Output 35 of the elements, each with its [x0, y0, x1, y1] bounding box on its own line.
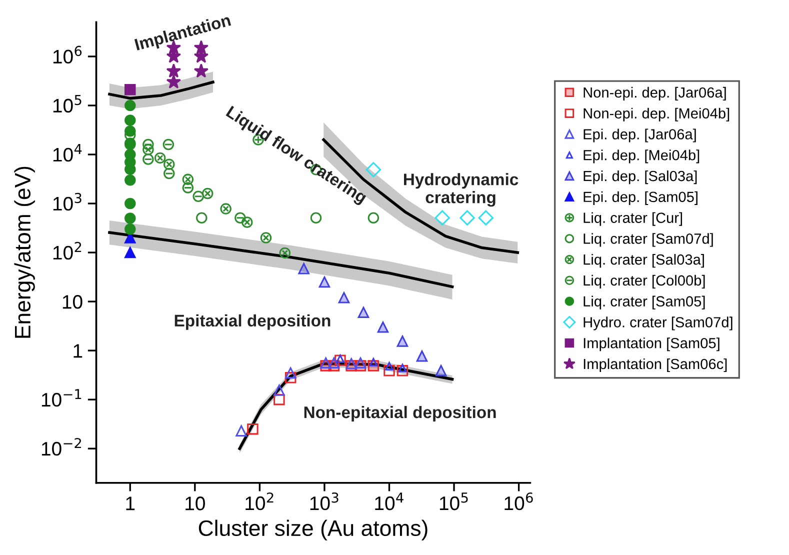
legend-label: Epi. dep. [Sam05] [584, 191, 698, 205]
y-tick-label: 10 [62, 295, 82, 309]
legend-label: Liq. crater [Sal03a] [584, 254, 704, 268]
annotation: Epitaxial deposition [174, 314, 330, 330]
y-tick-label: 10$^{3}$ [53, 192, 82, 211]
legend-label: Liq. crater [Sam07d] [584, 233, 713, 247]
annotation: Hydrodynamic cratering [404, 173, 518, 207]
legend-label: Liq. crater [Cur] [584, 212, 682, 226]
legend-label: Implantation [Sam06c] [584, 358, 727, 372]
y-tick-label: 10$^{5}$ [53, 95, 82, 113]
y-axis-title: Energy/atom (eV) [14, 166, 35, 338]
legend-label: Epi. dep. [Jar06a] [584, 128, 696, 142]
legend-label: Non-epi. dep. [Jar06a] [584, 86, 726, 101]
x-tick-label: 10$^{4}$ [375, 492, 404, 510]
x-tick-label: 10$^{2}$ [246, 492, 274, 510]
x-tick-label: 10$^{3}$ [310, 492, 338, 510]
x-tick-label: 1 [126, 496, 135, 510]
legend-label: Epi. dep. [Sal03a] [584, 170, 697, 184]
x-tick-label: 10 [186, 496, 205, 510]
annotation: Non-epitaxial deposition [304, 406, 496, 422]
legend-label: Non-epi. dep. [Mei04b] [584, 108, 730, 122]
y-tick-label: 10$^{6}$ [53, 46, 82, 64]
legend-label: Epi. dep. [Mei04b] [584, 150, 700, 164]
y-tick-label: 10$^{2}$ [53, 242, 82, 260]
y-tick-label: 10$^{−1}$ [42, 389, 82, 407]
legend-label: Hydro. crater [Sam07d] [584, 316, 732, 330]
x-axis-title: Cluster size (Au atoms) [198, 520, 428, 540]
y-tick-label: 10$^{−2}$ [42, 438, 81, 456]
legend-label: Liq. crater [Sam05] [584, 296, 705, 310]
y-tick-label: 1 [74, 344, 82, 358]
legend-label: Liq. crater [Col00b] [584, 274, 705, 289]
x-tick-label: 10$^{6}$ [504, 492, 533, 510]
x-tick-label: 10$^{5}$ [440, 492, 468, 510]
y-tick-label: 10$^{4}$ [53, 144, 82, 162]
legend-label: Implantation [Sam05] [584, 338, 720, 352]
